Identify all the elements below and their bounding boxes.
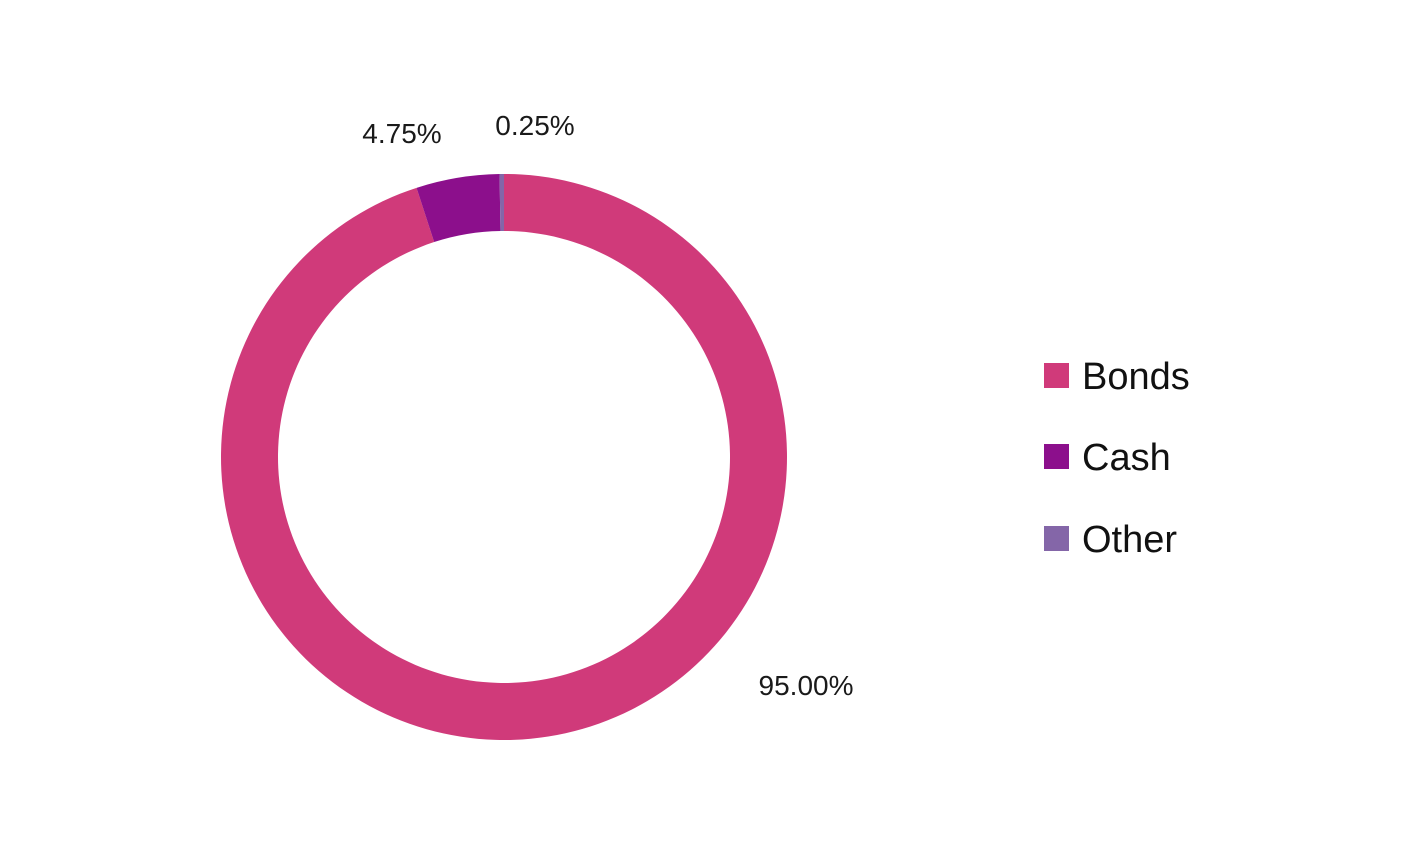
data-label-other: 0.25% — [495, 110, 574, 141]
donut-slice-bonds — [221, 174, 788, 740]
legend-item-cash: Cash — [1044, 437, 1171, 479]
legend-item-bonds: Bonds — [1044, 356, 1190, 398]
donut-slice-other — [499, 174, 504, 232]
legend-swatch-other — [1044, 526, 1069, 551]
legend: Bonds Cash Other — [1044, 356, 1190, 561]
data-label-bonds: 95.00% — [759, 670, 854, 701]
legend-item-other: Other — [1044, 519, 1177, 561]
legend-swatch-cash — [1044, 444, 1069, 469]
legend-swatch-bonds — [1044, 363, 1069, 388]
legend-label-other: Other — [1082, 519, 1177, 561]
legend-label-cash: Cash — [1082, 437, 1171, 479]
data-label-cash: 4.75% — [362, 118, 441, 149]
donut-slices — [221, 174, 788, 740]
data-labels: 95.00% 4.75% 0.25% — [362, 110, 853, 701]
donut-slice-cash — [416, 174, 501, 243]
legend-label-bonds: Bonds — [1082, 356, 1190, 398]
